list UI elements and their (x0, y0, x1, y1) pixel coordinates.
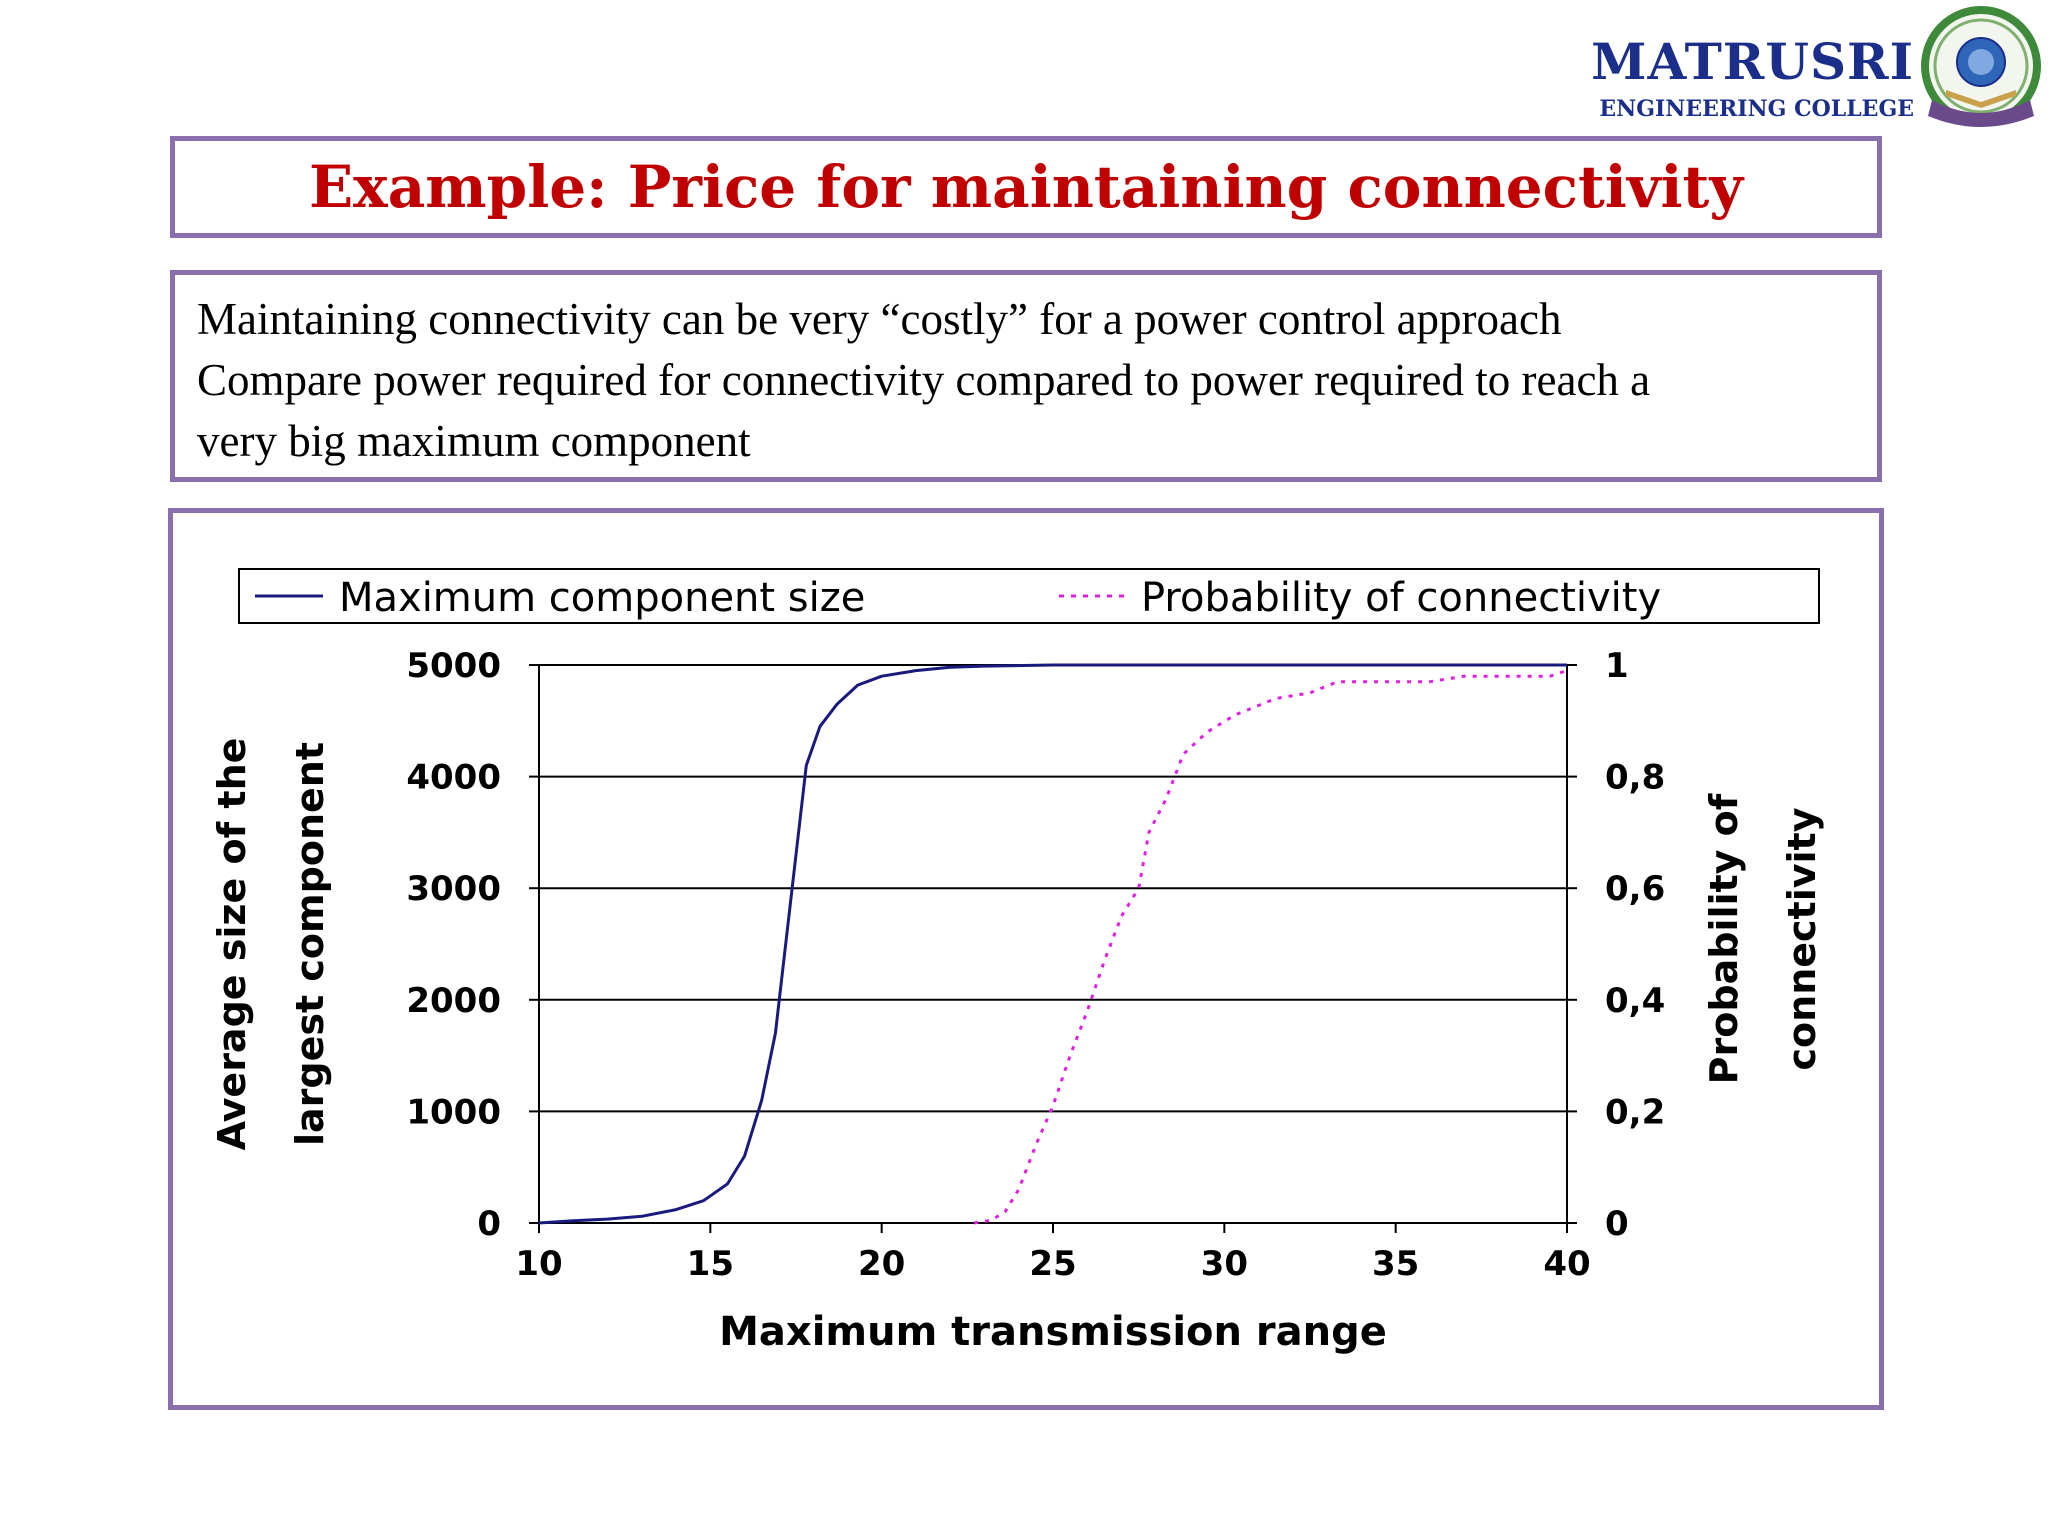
y-right-tick-label: 0,8 (1605, 758, 1665, 798)
body-line-3: very big maximum component (197, 416, 751, 466)
series-maximum-component-size (538, 663, 1567, 1225)
y-left-tick-label: 3000 (406, 869, 501, 909)
college-emblem-icon (1921, 6, 2041, 127)
x-tick-label: 35 (1372, 1244, 1419, 1284)
college-name: MATRUSRI (1591, 32, 1914, 91)
y-left-tick-label: 1000 (406, 1092, 501, 1132)
x-tick-label: 10 (515, 1244, 562, 1284)
y-right-tick-label: 0,4 (1605, 981, 1665, 1021)
x-tick-label: 25 (1029, 1244, 1076, 1284)
college-subtitle: ENGINEERING COLLEGE (1599, 96, 1914, 122)
title-frame: Example: Price for maintaining connectiv… (170, 136, 1882, 238)
body-line-2: Compare power required for connectivity … (197, 355, 1651, 405)
x-tick-label: 30 (1201, 1244, 1248, 1284)
x-tick-label: 40 (1543, 1244, 1590, 1284)
y-right-axis-label: Probability of connectivity (1702, 793, 1824, 1084)
legend-label-component: Maximum component size (339, 575, 865, 621)
text-frame: Maintaining connectivity can be very “co… (170, 270, 1882, 482)
y-left-tick-label: 4000 (406, 758, 501, 798)
slide-title: Example: Price for maintaining connectiv… (308, 153, 1744, 221)
legend-label-connectivity: Probability of connectivity (1141, 575, 1661, 621)
y-right-tick-label: 1 (1605, 646, 1629, 686)
x-tick-label: 20 (858, 1244, 905, 1284)
y-left-tick-label: 0 (477, 1204, 501, 1244)
legend-box (238, 568, 1820, 624)
x-axis-label: Maximum transmission range (719, 1309, 1387, 1355)
chart: Maximum component size Probability of con… (210, 568, 1824, 1355)
y-right-tick-label: 0,6 (1605, 869, 1665, 909)
y-left-axis-label: Average size of the largest component (210, 738, 332, 1151)
body-line-1: Maintaining connectivity can be very “co… (197, 294, 1562, 344)
series-probability-of-connectivity (973, 669, 1568, 1225)
y-left-tick-label: 2000 (406, 981, 501, 1021)
y-right-tick-label: 0,2 (1605, 1092, 1665, 1132)
college-logo: MATRUSRI ENGINEERING COLLEGE (1591, 4, 2046, 140)
y-left-tick-label: 5000 (406, 646, 501, 686)
chart-frame: Maximum component size Probability of con… (168, 508, 1884, 1410)
x-tick-label: 15 (687, 1244, 734, 1284)
y-right-tick-label: 0 (1605, 1204, 1629, 1244)
